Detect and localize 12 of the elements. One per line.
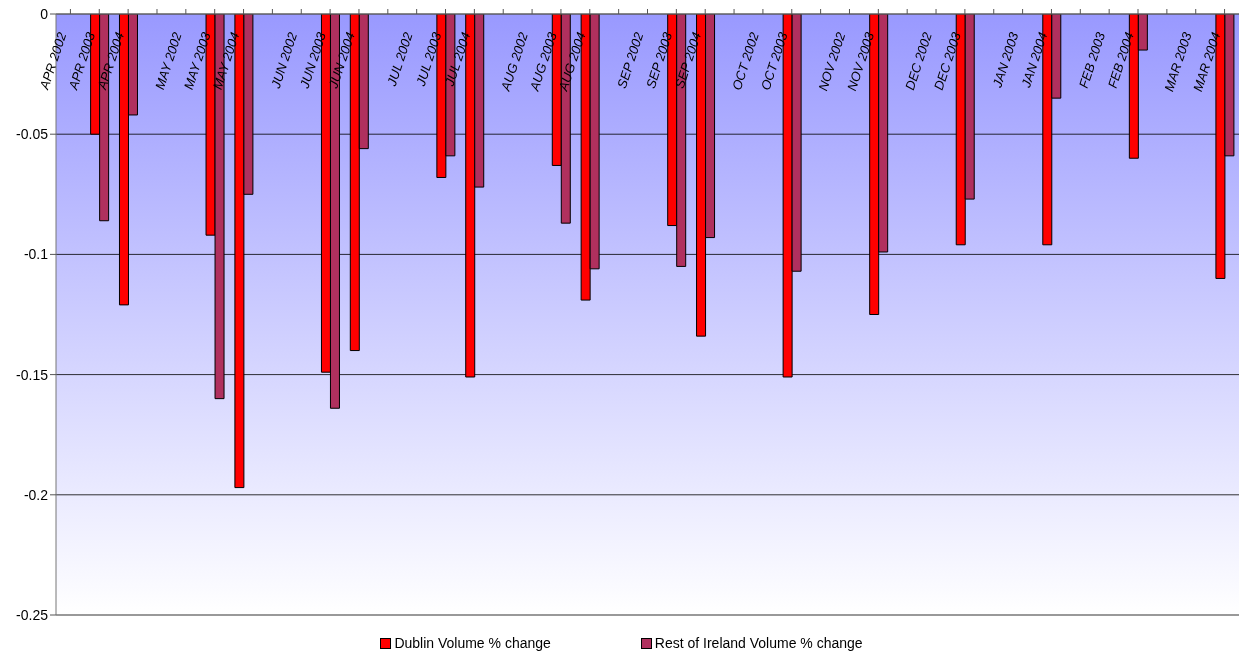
x-tick-label: OCT 2002 xyxy=(728,29,762,92)
legend-label: Dublin Volume % change xyxy=(394,635,551,651)
x-tick-label: AUG 2002 xyxy=(497,29,532,94)
y-tick-label: -0.1 xyxy=(23,246,49,263)
legend-label: Rest of Ireland Volume % change xyxy=(654,635,863,651)
y-tick-label: -0.25 xyxy=(16,606,49,623)
y-tick-label: -0.15 xyxy=(16,366,49,383)
y-tick-label: 0 xyxy=(40,5,49,22)
y-tick-label: -0.05 xyxy=(16,126,49,143)
x-tick-label: AUG 2004 xyxy=(555,30,589,94)
x-tick-label: MAR 2004 xyxy=(1190,30,1224,94)
y-tick-label: -0.2 xyxy=(23,486,49,503)
